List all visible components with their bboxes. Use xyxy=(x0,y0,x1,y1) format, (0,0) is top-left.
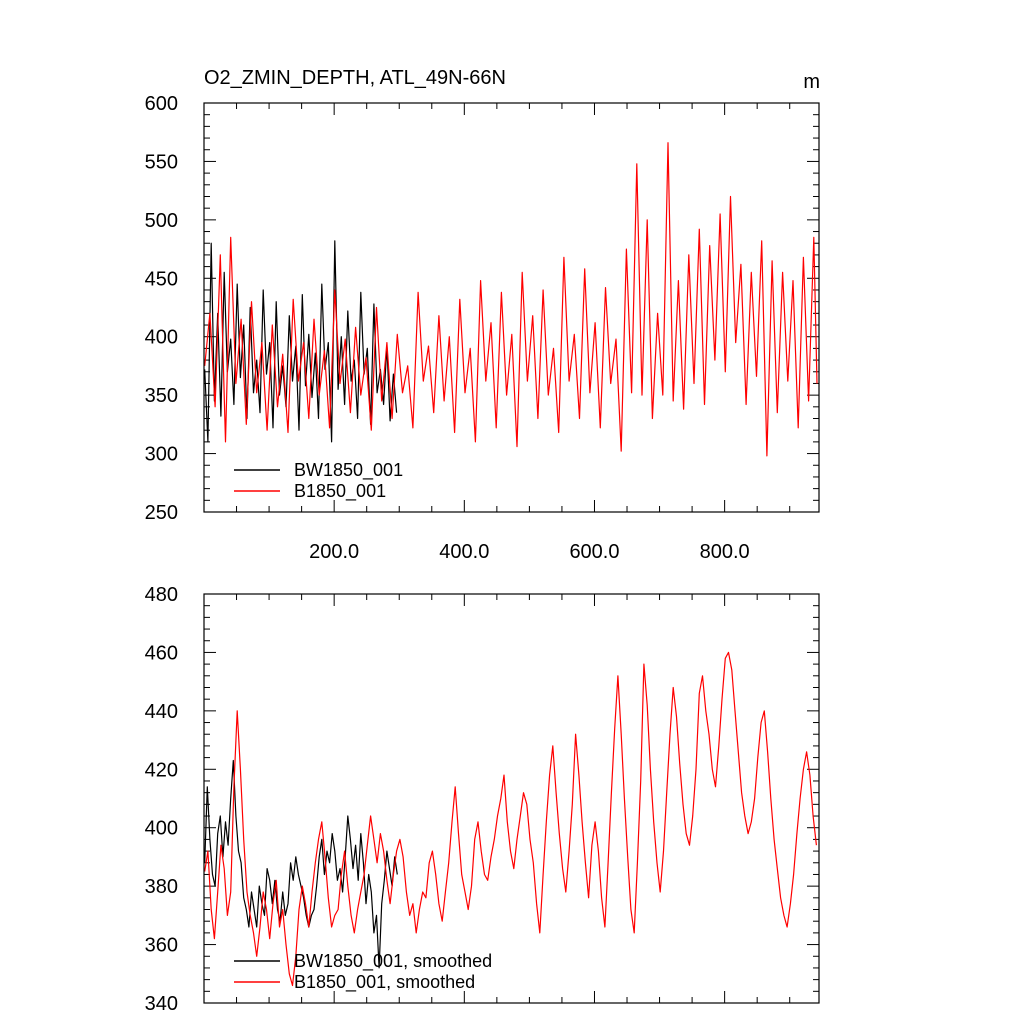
series-line-b1850-001-smoothed xyxy=(204,651,817,987)
bottom-series xyxy=(204,651,817,987)
x-tick-label: 600.0 xyxy=(569,541,619,563)
top-series xyxy=(204,142,818,457)
bottom-panel: 340 360 380 400 420 440 460 480 BW1850_001, smo… xyxy=(145,584,820,1015)
top-plot-frame xyxy=(203,102,820,513)
x-tick-label: 800.0 xyxy=(700,541,750,563)
bottom-x-ticks xyxy=(236,594,791,1003)
chart-title: O2_ZMIN_DEPTH, ATL_49N-66N xyxy=(204,67,506,89)
y-tick-label: 350 xyxy=(145,385,178,407)
legend-label-bw1850: BW1850_001 xyxy=(294,460,403,481)
x-tick-label: 400.0 xyxy=(439,541,489,563)
y-tick-label: 250 xyxy=(145,502,178,524)
y-tick-label: 460 xyxy=(145,642,178,664)
x-tick-label: 200.0 xyxy=(309,541,359,563)
bottom-plot-frame xyxy=(203,593,820,1004)
y-tick-label: 420 xyxy=(145,759,178,781)
top-panel: O2_ZMIN_DEPTH, ATL_49N-66N m 250 300 350 40… xyxy=(145,67,820,563)
top-legend: BW1850_001 B1850_001 xyxy=(234,460,403,502)
y-tick-label: 380 xyxy=(145,876,178,898)
y-tick-label: 300 xyxy=(145,444,178,466)
y-tick-label: 550 xyxy=(145,151,178,173)
y-tick-label: 400 xyxy=(145,818,178,840)
y-tick-label: 480 xyxy=(145,584,178,606)
legend-label-b1850: B1850_001 xyxy=(294,481,386,502)
legend-label-bw1850-smoothed: BW1850_001, smoothed xyxy=(294,951,492,972)
y-tick-label: 400 xyxy=(145,327,178,349)
y-tick-label: 450 xyxy=(145,268,178,290)
y-tick-label: 440 xyxy=(145,701,178,723)
legend-label-b1850-smoothed: B1850_001, smoothed xyxy=(294,972,475,993)
series-line-bw1850-001 xyxy=(204,240,398,443)
series-line-b1850-001 xyxy=(204,142,818,457)
series-line-bw1850-001-smoothed xyxy=(204,759,398,969)
units-label: m xyxy=(803,71,820,93)
y-tick-label: 600 xyxy=(145,93,178,115)
top-x-ticks: 200.0 400.0 600.0 800.0 xyxy=(236,103,791,563)
y-tick-label: 340 xyxy=(145,993,178,1015)
bottom-y-ticks: 340 360 380 400 420 440 460 480 xyxy=(145,584,819,1015)
bottom-legend: BW1850_001, smoothed B1850_001, smoothed xyxy=(234,951,492,993)
y-tick-label: 360 xyxy=(145,935,178,957)
y-tick-label: 500 xyxy=(145,210,178,232)
